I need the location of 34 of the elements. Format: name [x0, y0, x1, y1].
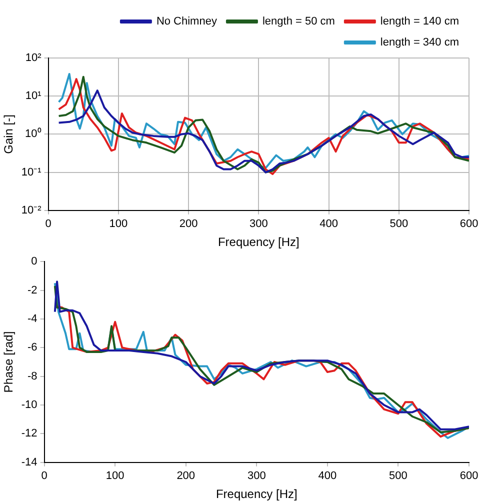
- x-tick-label: 300: [247, 470, 266, 482]
- y-tick-label: -2: [28, 284, 38, 296]
- y-tick-label: -6: [28, 342, 38, 354]
- y-tick-label: -4: [28, 313, 38, 326]
- y-tick-label: 10¹: [25, 90, 42, 102]
- y-tick-label: -10: [21, 399, 38, 412]
- x-tick-label: 500: [390, 218, 408, 230]
- y-tick-label: -8: [28, 370, 38, 382]
- legend-label: No Chimney: [156, 16, 218, 28]
- legend-label: length = 340 cm: [380, 36, 460, 49]
- y-tick-label: 10⁻²: [21, 204, 42, 216]
- y-tick-label: -12: [21, 428, 38, 440]
- x-tick-label: 300: [249, 218, 268, 230]
- x-tick-label: 100: [106, 470, 124, 482]
- y-axis-title: Gain [-]: [2, 114, 16, 154]
- x-axis-title: Frequency [Hz]: [216, 487, 298, 502]
- x-tick-label: 100: [109, 218, 128, 230]
- x-tick-label: 200: [179, 218, 198, 230]
- y-tick-label: 10²: [25, 52, 42, 64]
- y-tick-label: -14: [21, 456, 38, 468]
- x-tick-label: 200: [176, 470, 196, 482]
- x-tick-label: 400: [320, 218, 338, 230]
- y-axis-title: Phase [rad]: [2, 331, 16, 393]
- x-tick-label: 0: [45, 218, 52, 230]
- x-tick-label: 500: [389, 470, 408, 482]
- y-tick-label: 10⁻¹: [21, 166, 42, 178]
- x-axis-title: Frequency [Hz]: [218, 235, 300, 250]
- y-tick-label: 0: [31, 256, 38, 268]
- legend-label: length = 140 cm: [380, 16, 460, 28]
- legend-label: length = 50 cm: [262, 16, 335, 28]
- y-tick-label: 10⁰: [25, 127, 42, 140]
- x-tick-label: 400: [318, 470, 337, 482]
- x-tick-label: 600: [460, 470, 478, 482]
- x-tick-label: 600: [460, 218, 478, 230]
